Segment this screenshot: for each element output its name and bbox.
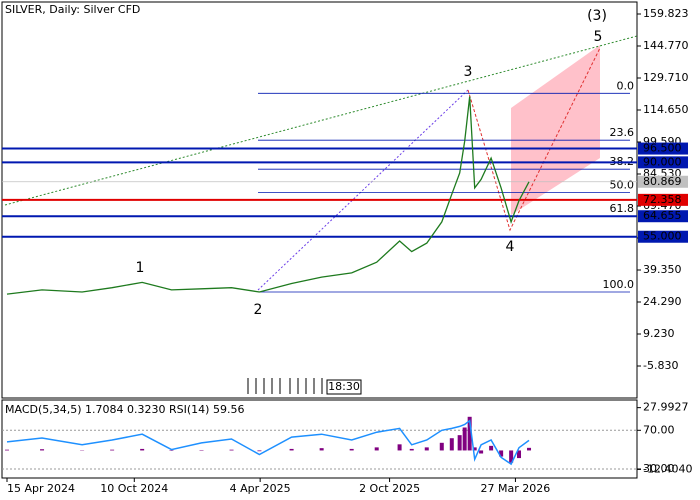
price-level-label: 90.000 [643,155,682,168]
wave-label: 5 [594,29,603,45]
x-tick-label: 15 Apr 2024 [7,482,75,495]
y-tick-label: 159.823 [643,7,689,20]
macd-bar [472,447,477,451]
indicator-title: MACD(5,34,5) 1.7084 0.3230 RSI(14) 59.56 [5,403,244,416]
macd-bar [40,449,45,451]
price-line [6,96,530,295]
macd-bar [110,449,115,451]
macd-bar [479,450,484,454]
y-tick-label: 70.00 [643,423,675,436]
macd-bar [289,448,294,451]
macd-bar [517,450,522,459]
x-tick-label: 10 Oct 2024 [100,482,168,495]
y-tick-label: 9.230 [643,327,675,340]
y-tick-label: 114.650 [643,103,689,116]
rsi-line [6,419,530,466]
macd-bar [409,448,414,451]
chart-title: SILVER, Daily: Silver CFD [5,3,140,16]
timer-box [326,379,362,395]
macd-bar [457,435,462,451]
macd-bar [467,416,472,451]
macd-bar [509,450,514,463]
y-tick-label: -12.4040 [643,462,692,475]
wave-label: (3) [587,8,607,24]
macd-bar [319,448,324,451]
wave-projection [467,47,601,232]
macd-bar [449,438,454,451]
wave-label: 3 [464,64,473,80]
macd-bar [5,449,10,451]
macd-bar [397,444,402,451]
fib-label: 23.6 [610,126,635,139]
macd-bar [462,427,467,451]
y-tick-label: 39.350 [643,263,682,276]
macd-bar [229,449,234,451]
x-tick-label: 27 Mar 2026 [481,482,551,495]
macd-bar [527,447,532,451]
fib-label: 100.0 [603,278,635,291]
trend-line [4,35,638,206]
macd-bar [257,450,262,452]
wave-label: 4 [506,239,515,255]
price-level-label: 64.655 [643,209,682,222]
macd-bar [140,448,145,451]
price-level-label: 55.000 [643,230,682,243]
fib-label: 50.0 [610,179,635,192]
y-tick-label: 30.00 [643,462,675,475]
price-level-box [638,193,688,206]
price-level-box [638,230,688,243]
wave-label: 2 [254,302,263,318]
price-level-label: 96.500 [643,142,682,155]
fib-label: 0.0 [617,79,635,92]
y-tick-label: -5.830 [643,359,678,372]
wave-line [257,89,469,291]
indicator-frame [1,399,638,479]
macd-bar [349,448,354,451]
x-tick-label: 4 Apr 2025 [230,482,291,495]
price-level-label: 80.869 [643,175,682,188]
price-level-box [638,142,688,155]
macd-bar [489,445,494,451]
y-tick-label: 27.9927 [643,401,689,414]
x-tick-label: 2 Oct 2025 [359,482,420,495]
macd-bar [374,447,379,451]
target-channel [511,45,600,215]
price-level-label: 72.358 [643,193,682,206]
macd-bar [424,447,429,451]
price-level-box [638,210,688,223]
y-tick-label: 24.290 [643,295,682,308]
y-tick-label: 129.710 [643,71,689,84]
y-tick-label: 144.770 [643,39,689,52]
wave-label: 1 [136,260,145,276]
timer: 18:30 [328,380,360,393]
macd-bar [439,442,444,451]
macd-bar [499,450,504,457]
price-level-box [638,175,688,188]
fib-label: 61.8 [610,202,635,215]
timer-bars [247,378,323,394]
price-level-box [638,156,688,169]
